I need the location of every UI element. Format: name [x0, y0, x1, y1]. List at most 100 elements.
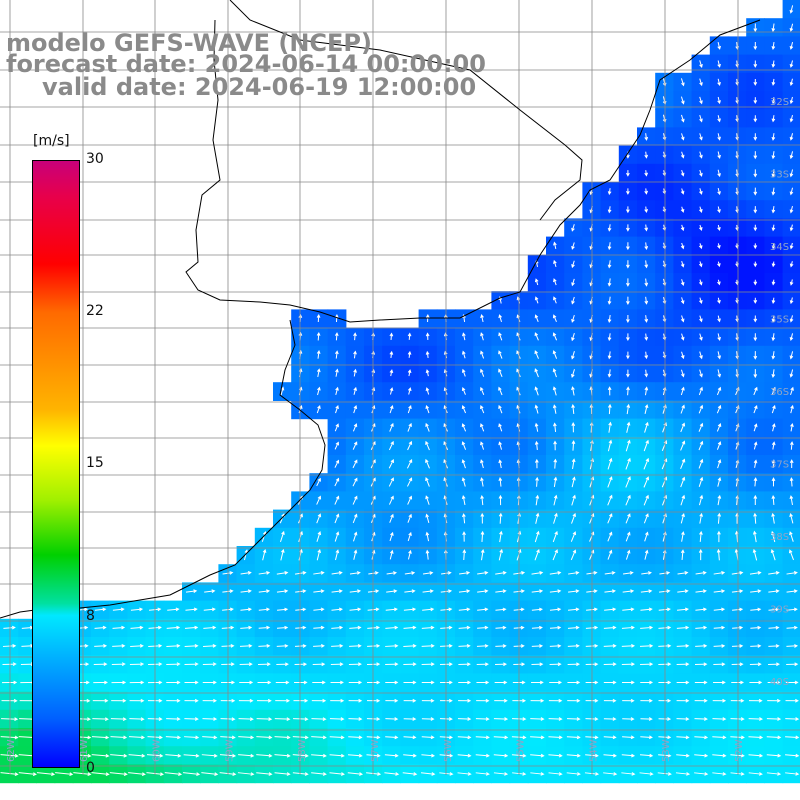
wind-arrow: [680, 404, 685, 414]
wind-arrow: [789, 41, 794, 50]
wind-arrow: [110, 717, 127, 721]
wind-arrow: [389, 531, 394, 542]
wind-arrow: [498, 332, 503, 341]
wind-arrow: [1, 717, 19, 721]
wind-arrow: [621, 753, 636, 758]
wind-arrow: [407, 404, 412, 414]
wind-arrow: [421, 644, 435, 648]
wind-arrow: [717, 494, 722, 506]
lat-label: 34S: [770, 242, 789, 253]
wind-arrow: [166, 625, 181, 630]
wind-arrow: [334, 513, 340, 524]
wind-arrow: [607, 260, 612, 269]
wind-arrow: [716, 441, 722, 450]
wind-arrow: [608, 421, 612, 433]
wind-arrow: [238, 735, 255, 740]
wind-arrow: [475, 735, 490, 740]
wind-arrow: [549, 607, 562, 612]
wind-arrow: [676, 680, 690, 685]
wind-arrow: [753, 224, 758, 232]
wind-arrow: [717, 187, 721, 196]
wind-arrow: [262, 548, 267, 561]
wind-arrow: [407, 369, 412, 377]
wind-arrow: [347, 753, 363, 758]
wind-arrow: [770, 530, 776, 543]
wind-arrow: [274, 753, 291, 758]
wind-arrow: [407, 422, 412, 432]
wind-arrow: [789, 115, 794, 123]
wind-arrow: [461, 405, 467, 414]
wind-arrow: [129, 735, 145, 740]
wind-arrow: [222, 571, 234, 575]
wind-arrow: [93, 662, 108, 667]
wind-arrow: [753, 477, 758, 487]
wind-arrow: [185, 589, 198, 594]
wind-arrow: [353, 350, 357, 359]
wind-arrow: [552, 314, 557, 322]
wind-arrow: [531, 662, 544, 667]
wind-arrow: [331, 571, 343, 575]
wind-arrow: [94, 644, 108, 648]
wind-arrow: [712, 772, 727, 776]
wind-arrow: [677, 571, 689, 575]
wind-arrow: [3, 625, 16, 630]
wind-arrow: [221, 644, 235, 648]
wind-arrow: [643, 494, 649, 506]
wind-arrow: [480, 548, 485, 561]
lat-label: 36S: [770, 387, 789, 398]
wind-arrow: [789, 279, 794, 286]
wind-arrow: [570, 531, 577, 542]
wind-arrow: [240, 571, 252, 575]
wind-arrow: [388, 459, 394, 469]
wind-arrow: [128, 772, 146, 776]
wind-arrow: [111, 698, 127, 703]
wind-arrow: [352, 531, 358, 542]
wind-arrow: [402, 772, 418, 776]
wind-arrow: [644, 351, 649, 360]
wind-arrow: [771, 297, 776, 304]
wind-arrow: [349, 607, 362, 612]
wind-arrow: [317, 386, 321, 396]
wind-arrow: [534, 332, 539, 341]
wind-arrow: [425, 549, 430, 560]
wind-arrow: [640, 717, 653, 721]
wind-arrow: [407, 513, 412, 523]
wind-arrow: [389, 422, 394, 432]
wind-arrow: [36, 772, 56, 777]
wind-arrow: [771, 23, 776, 33]
wind-arrow: [495, 644, 507, 648]
wind-arrow: [603, 735, 617, 740]
wind-arrow: [567, 644, 580, 648]
wind-arrow: [789, 297, 794, 305]
wind-arrow: [330, 698, 345, 703]
wind-arrow: [771, 97, 776, 105]
wind-arrow: [476, 662, 489, 667]
wind-arrow: [699, 169, 703, 177]
wind-arrow: [201, 753, 218, 758]
wind-arrow: [548, 753, 563, 758]
wind-arrow: [643, 457, 650, 470]
wind-arrow: [388, 440, 394, 451]
river-plate-north-shore: [185, 19, 761, 323]
wind-arrow: [384, 772, 400, 776]
wind-arrow: [771, 404, 776, 414]
wind-arrow: [570, 549, 577, 561]
wind-arrow: [348, 680, 363, 685]
wind-arrow: [607, 439, 613, 452]
wind-arrow: [553, 440, 557, 451]
wind-arrow: [717, 351, 722, 360]
wind-arrow: [237, 772, 255, 776]
wind-arrow: [571, 332, 575, 342]
wind-arrow: [753, 187, 758, 196]
wind-arrow: [316, 331, 321, 341]
wind-arrow: [553, 259, 557, 268]
wind-arrow: [548, 717, 563, 721]
wind-arrow: [552, 368, 557, 378]
wind-arrow: [548, 772, 563, 776]
wind-arrow: [311, 772, 327, 776]
wind-arrow: [770, 549, 776, 561]
wind-arrow: [203, 625, 217, 630]
wind-arrow: [329, 772, 345, 776]
wind-arrow: [571, 386, 575, 396]
wind-arrow: [494, 698, 508, 703]
